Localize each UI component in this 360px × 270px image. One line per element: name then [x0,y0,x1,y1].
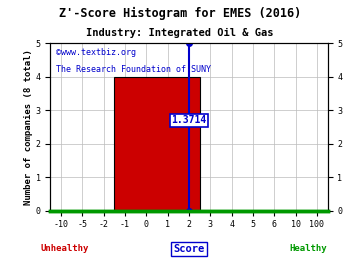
Text: Z'-Score Histogram for EMES (2016): Z'-Score Histogram for EMES (2016) [59,7,301,20]
Text: ©www.textbiz.org: ©www.textbiz.org [56,48,136,57]
Text: Score: Score [174,244,204,254]
Text: Industry: Integrated Oil & Gas: Industry: Integrated Oil & Gas [86,28,274,38]
Text: The Research Foundation of SUNY: The Research Foundation of SUNY [56,65,211,74]
Text: Unhealthy: Unhealthy [40,244,89,253]
Text: 1.3714: 1.3714 [171,115,207,125]
Text: Healthy: Healthy [289,244,327,253]
Y-axis label: Number of companies (8 total): Number of companies (8 total) [24,49,33,205]
Bar [114,77,200,211]
